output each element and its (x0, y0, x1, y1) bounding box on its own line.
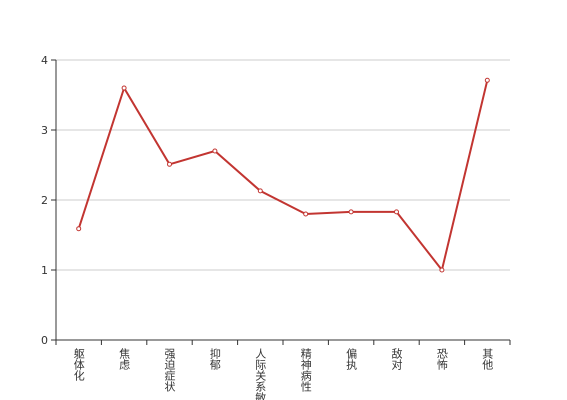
x-tick-label: 其他 (481, 348, 494, 370)
y-tick-label: 3 (41, 124, 48, 137)
x-tick-label: 强迫症状 (163, 348, 176, 392)
x-tick-label: 躯体化 (72, 348, 85, 382)
point (76, 226, 82, 232)
point (439, 267, 445, 273)
x-tick-label: 人际关系敏感 (254, 348, 267, 400)
x-tick-label: 精神病性 (299, 348, 312, 393)
point (303, 211, 309, 217)
point (394, 209, 399, 215)
x-tick-label: 偏执 (345, 347, 358, 371)
point (257, 188, 263, 194)
point (348, 209, 354, 215)
x-tick-label: 抑郁 (208, 347, 221, 370)
line (77, 80, 489, 273)
y-tick-label: 2 (41, 194, 48, 207)
x-tick-label: 焦虑 (118, 348, 131, 370)
y-tick-label: 4 (41, 54, 48, 67)
point (484, 77, 490, 83)
y-tick-label: 0 (41, 334, 48, 347)
y-tick-label: 1 (41, 264, 48, 277)
x-tick-label: 恐怖 (435, 348, 448, 370)
point (167, 161, 172, 167)
point (121, 85, 127, 91)
x-tick-label: 敌对 (390, 347, 403, 370)
point (212, 148, 218, 154)
